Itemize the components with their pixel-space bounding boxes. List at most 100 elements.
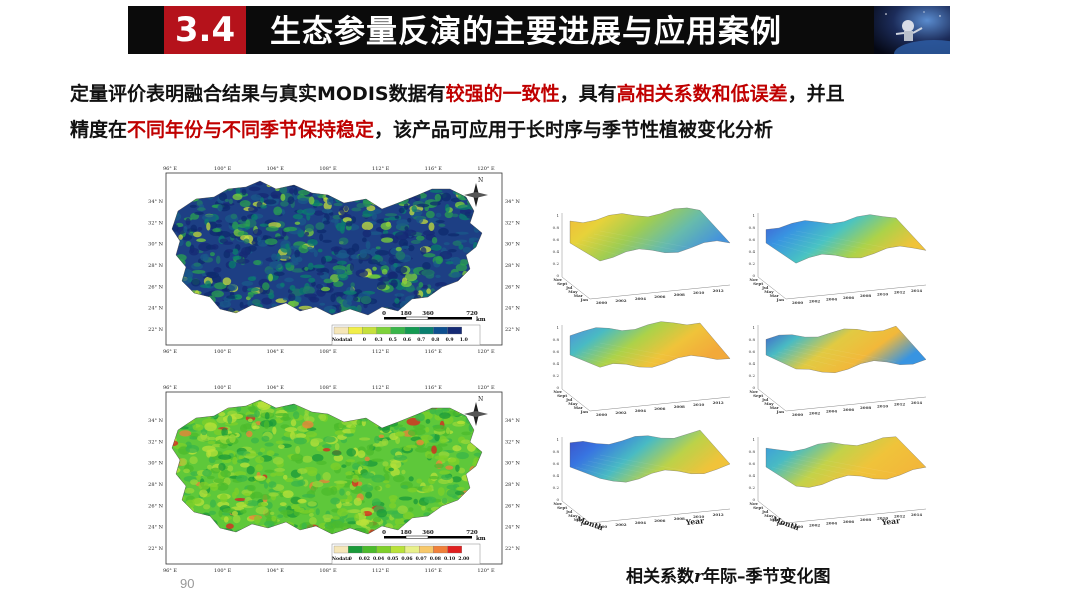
- month-tick: Mar: [770, 293, 780, 298]
- year-tick: 2004: [635, 408, 646, 413]
- scale-bar: [384, 535, 472, 539]
- legend-label: -1: [348, 337, 353, 343]
- year-tick: 2010: [693, 514, 704, 519]
- z-tick: 0.8: [553, 449, 560, 454]
- z-tick: 0.2: [749, 485, 756, 490]
- lat-label: 32° N: [505, 439, 520, 445]
- lon-label: 104° E: [267, 385, 285, 391]
- z-tick: 1: [752, 325, 755, 330]
- lat-label: 22° N: [505, 327, 520, 333]
- astronaut-space-image: [874, 6, 950, 54]
- month-tick: Mar: [770, 405, 780, 410]
- z-tick: 0.6: [749, 237, 756, 242]
- north-label: N: [478, 396, 483, 403]
- lon-label: 116° E: [425, 166, 443, 172]
- legend-label: 0: [363, 337, 366, 343]
- scale-label: 360: [422, 530, 434, 536]
- year-tick: 2006: [654, 518, 665, 523]
- month-tick: May: [764, 513, 774, 518]
- year-tick: 2004: [826, 521, 837, 526]
- lon-label: 112° E: [372, 568, 390, 574]
- year-tick: 2012: [894, 290, 905, 295]
- z-tick: 1: [752, 437, 755, 442]
- title-bar: [128, 6, 950, 54]
- year-tick: 2008: [674, 292, 685, 297]
- lat-label: 22° N: [148, 546, 163, 552]
- intro-text: 定量评价表明融合结果与真实MODIS数据有较强的一致性，具有高相关系数和低误差，…: [70, 76, 1030, 148]
- legend-label: 1.0: [460, 337, 468, 343]
- legend-swatch: [376, 545, 391, 554]
- year-tick: 2008: [674, 516, 685, 521]
- lon-label: 100° E: [214, 385, 232, 391]
- error-map: 96° E 96° E 100° E 100° E 104° E 104° E 108° E…: [148, 385, 520, 574]
- legend-swatch: [362, 545, 377, 554]
- intro-line-1: 定量评价表明融合结果与真实MODIS数据有较强的一致性，具有高相关系数和低误差，…: [70, 76, 1030, 112]
- legend-swatch: [333, 545, 349, 554]
- z-tick: 0: [752, 497, 755, 502]
- month-tick: Jan: [776, 297, 784, 302]
- scale-unit: km: [476, 536, 486, 542]
- lat-label: 24° N: [148, 306, 163, 312]
- year-tick: 2008: [860, 405, 871, 410]
- surface-mesh: [569, 429, 731, 483]
- scale-label: 720: [466, 530, 478, 536]
- year-tick: 2000: [596, 524, 607, 529]
- intro-seg: 精度在: [70, 119, 128, 141]
- lat-label: 30° N: [505, 461, 520, 467]
- correlation-map: 96° E 96° E 100° E 100° E 104° E 104° E 108° E…: [148, 166, 520, 355]
- year-tick: 2012: [894, 514, 905, 519]
- year-tick: 2000: [792, 524, 803, 529]
- legend-swatch: [390, 545, 406, 554]
- year-tick: 2002: [809, 298, 820, 303]
- figure-caption: 相关系数r年际–季节变化图: [626, 562, 830, 587]
- lon-label: 104° E: [267, 166, 285, 172]
- z-tick: 0.8: [749, 337, 756, 342]
- year-tick: 2006: [843, 519, 854, 524]
- intro-seg: ，并且: [787, 83, 845, 105]
- year-tick: 2014: [911, 288, 922, 293]
- year-tick: 2006: [654, 294, 665, 299]
- scale-label: 0: [382, 311, 386, 317]
- year-tick: 2012: [713, 288, 724, 293]
- intro-seg: ，具有: [559, 83, 617, 105]
- lat-label: 28° N: [505, 482, 520, 488]
- lat-label: 30° N: [505, 242, 520, 248]
- z-tick: 0.6: [749, 461, 756, 466]
- lat-label: 24° N: [148, 525, 163, 531]
- year-tick: 2000: [596, 300, 607, 305]
- year-tick: 2012: [713, 400, 724, 405]
- intro-seg: ，该产品可应用于长时序与季节性植被变化分析: [374, 119, 774, 141]
- legend-swatch: [390, 326, 406, 335]
- legend-swatch: [348, 326, 363, 335]
- lat-label: 34° N: [505, 418, 520, 424]
- month-tick: Jul: [565, 285, 573, 290]
- lat-label: 30° N: [148, 461, 163, 467]
- month-tick: Nov: [553, 277, 562, 282]
- caption-post: 年际–季节变化图: [702, 567, 831, 587]
- surface-mesh: [765, 214, 927, 264]
- lon-label: 112° E: [372, 166, 390, 172]
- legend-label: 0.3: [375, 337, 383, 343]
- month-axis-label: Month: [771, 514, 801, 532]
- z-tick: 0.4: [553, 361, 560, 366]
- legend-label: 0.5: [389, 337, 397, 343]
- month-tick: Jan: [580, 409, 588, 414]
- lon-label: 96° E: [163, 349, 177, 355]
- map-region: [172, 181, 482, 315]
- legend-label: 2.00: [458, 556, 469, 562]
- year-tick: 2000: [596, 412, 607, 417]
- z-tick: 0.2: [553, 485, 560, 490]
- scale-label: 180: [400, 311, 412, 317]
- north-label: N: [478, 177, 483, 184]
- lat-label: 22° N: [505, 546, 520, 552]
- month-tick: Jul: [565, 397, 573, 402]
- legend-swatch: [447, 326, 462, 335]
- scale-bar: [384, 316, 472, 320]
- lon-label: 112° E: [372, 385, 390, 391]
- month-tick: Jan: [776, 521, 784, 526]
- month-tick: May: [764, 289, 774, 294]
- month-tick: Sept: [557, 505, 567, 510]
- month-tick: Sept: [753, 393, 763, 398]
- z-tick: 0: [752, 273, 755, 278]
